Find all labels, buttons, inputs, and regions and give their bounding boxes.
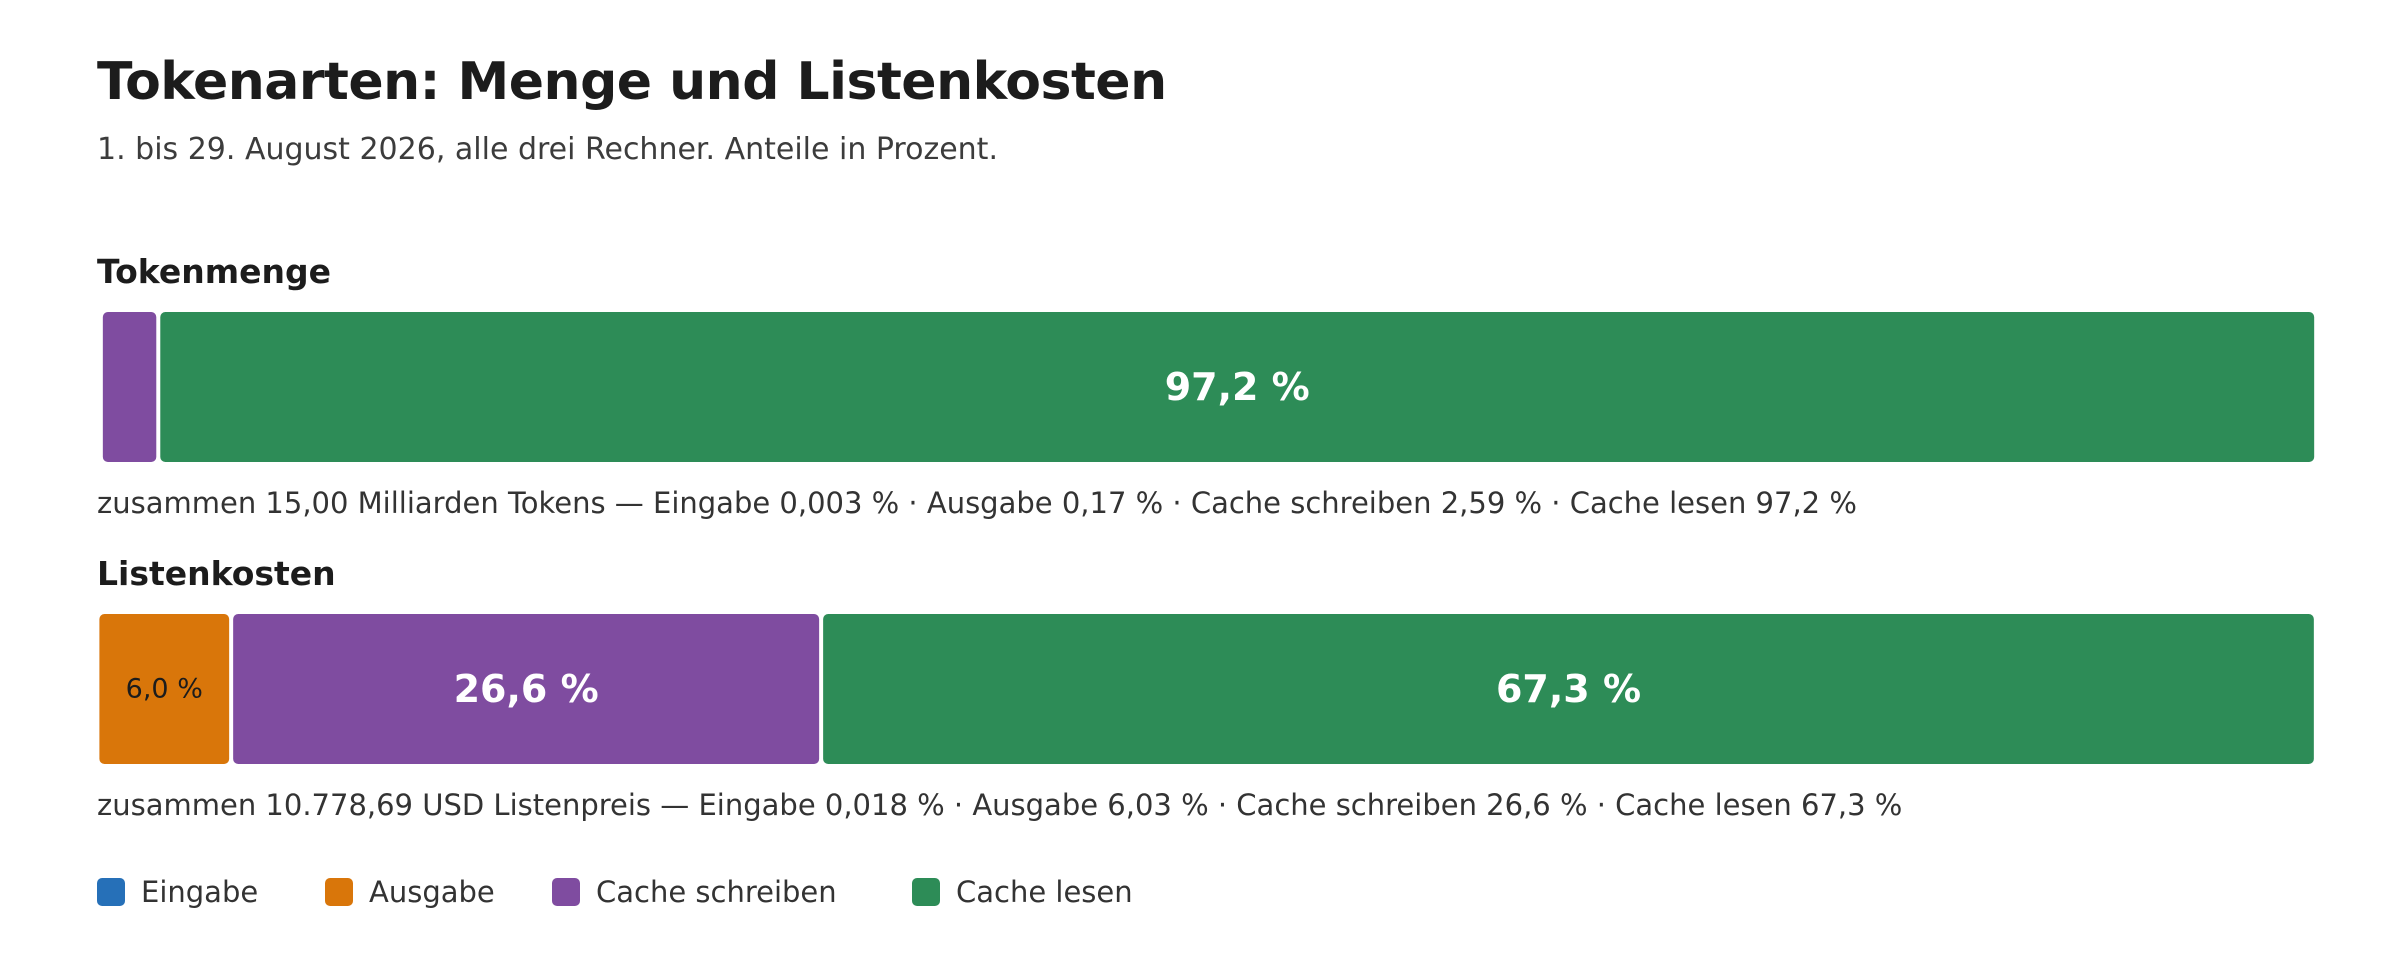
bar-value-label-cache-lesen: 97,2 % [1165, 365, 1310, 409]
list-cost-summary: zusammen 10.778,69 USD Listenpreis — Ein… [97, 788, 1903, 822]
list-cost-heading: Listenkosten [97, 554, 336, 593]
legend-swatch-cache-schreiben [552, 878, 580, 906]
legend-swatch-eingabe [97, 878, 125, 906]
bar-segment-ausgabe [99, 614, 230, 764]
legend-item-cache-schreiben: Cache schreiben [552, 872, 837, 912]
chart-title: Tokenarten: Menge und Listenkosten [97, 52, 1167, 112]
legend-label: Eingabe [141, 875, 259, 909]
token-volume-heading: Tokenmenge [97, 252, 331, 291]
bar-value-label-ausgabe: 6,0 % [126, 674, 203, 705]
legend-label: Cache lesen [956, 875, 1133, 909]
legend-item-ausgabe: Ausgabe [325, 872, 495, 912]
token-volume-bar: 97,2 % [102, 312, 2315, 462]
legend-swatch-ausgabe [325, 878, 353, 906]
bar-segment-cache-schreiben [102, 312, 157, 462]
bar-segment-cache-schreiben [233, 614, 820, 764]
legend-item-eingabe: Eingabe [97, 872, 258, 912]
chart-page: Tokenarten: Menge und Listenkosten 1. bi… [97, 0, 2317, 980]
legend-swatch-cache-lesen [912, 878, 940, 906]
list-cost-bar: 6,0 % 26,6 % 67,3 % [99, 614, 2314, 764]
bar-value-label-cache-schreiben: 26,6 % [454, 667, 599, 711]
bar-value-label-cache-lesen: 67,3 % [1496, 667, 1641, 711]
chart-subtitle: 1. bis 29. August 2026, alle drei Rechne… [97, 132, 998, 167]
bar-segment-cache-lesen [823, 614, 2314, 764]
legend-label: Cache schreiben [596, 875, 837, 909]
legend-item-cache-lesen: Cache lesen [912, 872, 1133, 912]
legend-label: Ausgabe [369, 875, 495, 909]
bar-segment-cache-lesen [160, 312, 2315, 462]
token-volume-summary: zusammen 15,00 Milliarden Tokens — Einga… [97, 486, 1857, 520]
legend: Eingabe Ausgabe Cache schreiben Cache le… [97, 872, 1497, 912]
